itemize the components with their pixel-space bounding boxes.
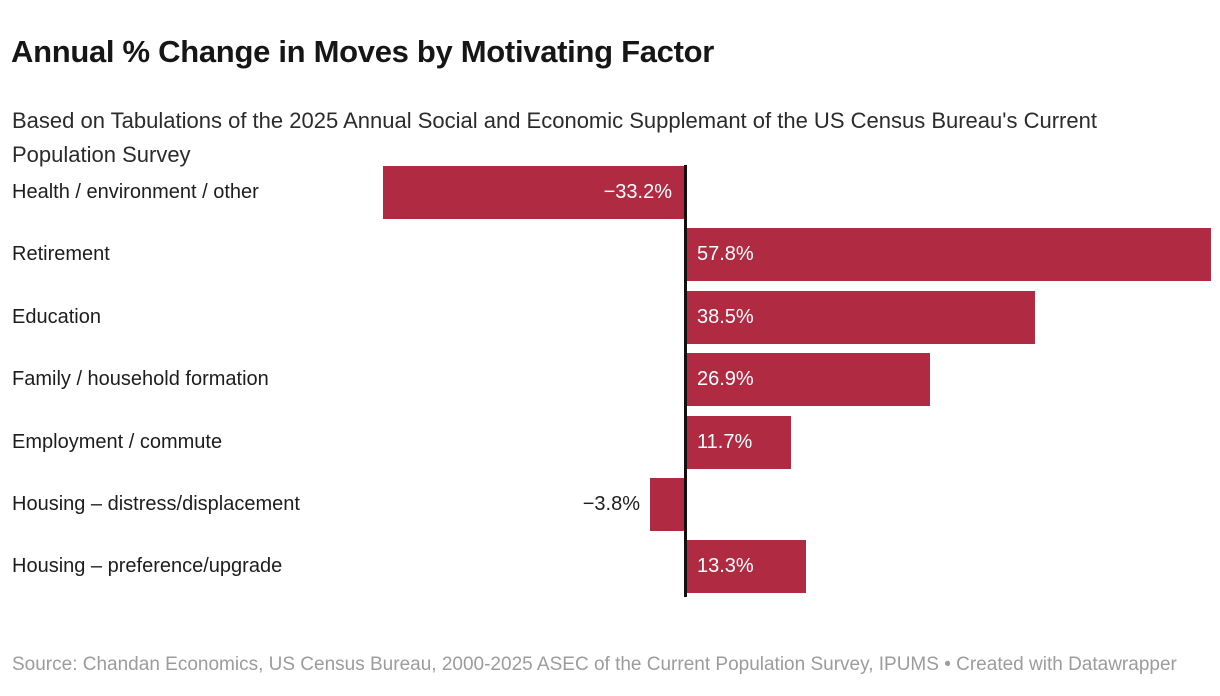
source-attribution: Source: Chandan Economics, US Census Bur… <box>12 654 1177 675</box>
bar <box>685 540 806 593</box>
category-label: Health / environment / other <box>12 181 259 203</box>
category-label: Housing – preference/upgrade <box>12 555 283 577</box>
value-label: −3.8% <box>582 493 640 515</box>
value-label: 38.5% <box>697 306 754 328</box>
category-label: Education <box>12 306 101 328</box>
bar <box>685 228 1211 281</box>
value-label: 13.3% <box>697 555 754 577</box>
category-label: Housing – distress/displacement <box>12 493 300 515</box>
zero-axis-line <box>684 165 687 597</box>
value-label: 26.9% <box>697 368 754 390</box>
bar <box>685 353 930 406</box>
bar <box>685 291 1035 344</box>
bar <box>685 416 791 469</box>
chart-title: Annual % Change in Moves by Motivating F… <box>11 33 715 69</box>
chart-subtitle: Based on Tabulations of the 2025 Annual … <box>12 108 1097 167</box>
value-label: 11.7% <box>697 431 753 453</box>
category-label: Employment / commute <box>12 431 223 453</box>
value-label: 57.8% <box>697 243 754 265</box>
category-label: Retirement <box>12 243 110 265</box>
bar <box>383 166 685 219</box>
bar <box>650 478 685 531</box>
value-label: −33.2% <box>603 181 672 203</box>
category-label: Family / household formation <box>12 368 269 390</box>
